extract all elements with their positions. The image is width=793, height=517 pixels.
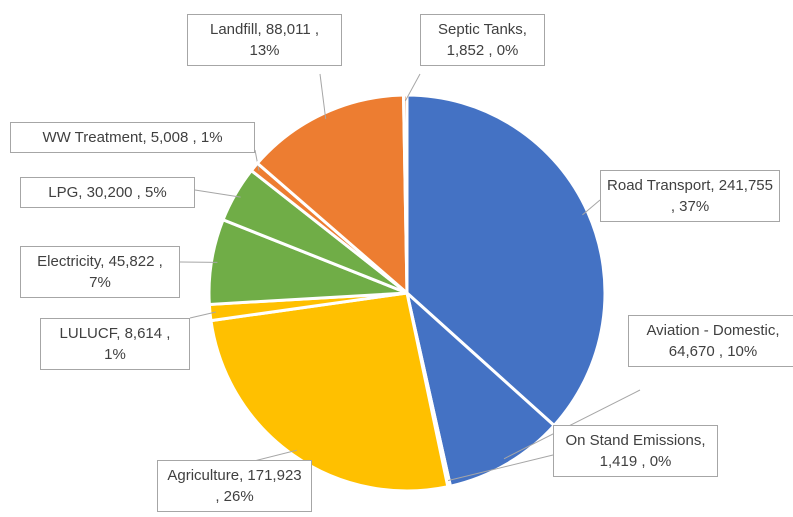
- pie-slice: [209, 291, 450, 493]
- label-part: Electricity: [37, 253, 101, 270]
- label-part: 13%: [249, 42, 280, 59]
- data-label: On Stand Emissions, 1,419 , 0%: [553, 425, 718, 477]
- data-label: Road Transport, 241,755 , 37%: [600, 170, 780, 222]
- leader-line: [319, 73, 327, 120]
- data-label: Agriculture, 171,923 , 26%: [157, 460, 312, 512]
- label-part: LULUCF: [59, 325, 117, 342]
- leader-line: [447, 454, 554, 482]
- label-part: 1,419: [599, 453, 638, 470]
- leader-line: [582, 199, 601, 216]
- data-label: Electricity, 45,822 , 7%: [20, 246, 180, 298]
- data-label: Landfill, 88,011 , 13%: [187, 14, 342, 66]
- label-part: 26%: [223, 488, 254, 505]
- pie-slice: [255, 93, 409, 297]
- data-label: WW Treatment, 5,008 , 1%: [10, 122, 255, 153]
- label-part: 5%: [145, 184, 167, 201]
- leader-line: [189, 311, 216, 319]
- label-part: Septic Tanks: [438, 21, 523, 38]
- label-part: 10%: [727, 343, 758, 360]
- leader-line: [503, 389, 641, 460]
- label-part: 5,008: [150, 129, 189, 146]
- label-part: Aviation - Domestic: [646, 322, 776, 339]
- label-part: Landfill: [210, 21, 258, 38]
- label-part: 1%: [200, 129, 223, 146]
- label-part: Agriculture: [167, 467, 240, 484]
- pie-slice: [404, 288, 557, 488]
- label-part: 88,011: [265, 21, 311, 38]
- label-part: 37%: [679, 198, 710, 215]
- label-part: 241,755: [718, 177, 773, 194]
- label-part: 30,200: [86, 184, 133, 201]
- data-label: Aviation - Domestic, 64,670 , 10%: [628, 315, 793, 367]
- label-part: 171,923: [247, 467, 302, 484]
- label-part: 8,614: [124, 325, 163, 342]
- label-part: On Stand Emissions: [565, 432, 702, 449]
- label-part: 64,670: [668, 343, 715, 360]
- label-part: 45,822: [108, 253, 155, 270]
- label-part: 0%: [496, 42, 519, 59]
- label-part: 0%: [649, 453, 672, 470]
- label-part: WW Treatment: [42, 129, 143, 146]
- pie-slice: [401, 93, 409, 294]
- leader-line: [404, 73, 421, 102]
- data-label: Septic Tanks, 1,852 , 0%: [420, 14, 545, 66]
- label-part: Road Transport: [607, 177, 711, 194]
- label-part: 1%: [104, 346, 126, 363]
- label-part: LPG: [48, 184, 79, 201]
- label-part: 7%: [89, 274, 111, 291]
- data-label: LPG, 30,200 , 5%: [20, 177, 195, 208]
- data-label: LULUCF, 8,614 , 1%: [40, 318, 190, 370]
- leader-line: [254, 149, 260, 171]
- leader-line: [194, 189, 241, 198]
- pie-slice: [405, 93, 607, 428]
- label-part: 1,852: [446, 42, 485, 59]
